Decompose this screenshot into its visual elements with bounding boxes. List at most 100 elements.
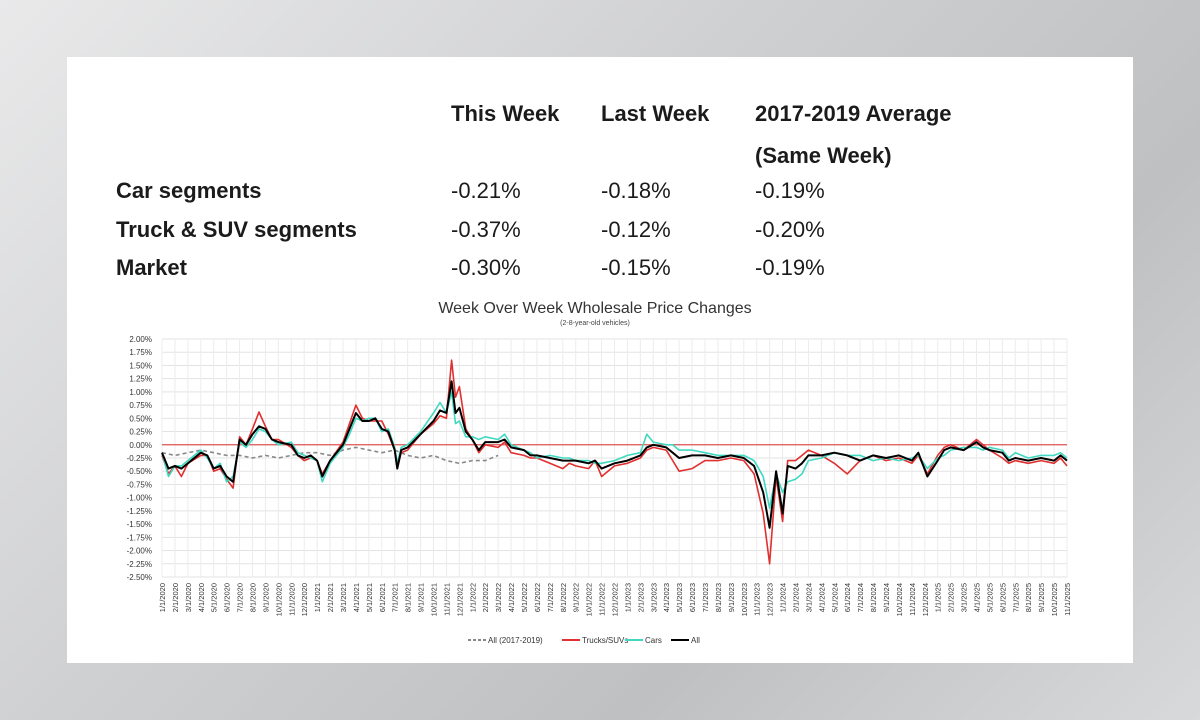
x-tick-label: 3/1/2025	[960, 583, 969, 612]
x-tick-label: 7/1/2023	[701, 583, 710, 612]
y-tick-label: -1.50%	[127, 520, 152, 529]
x-tick-label: 5/1/2021	[365, 583, 374, 612]
market-this-week: -0.30%	[451, 255, 521, 280]
car-last-week: -0.18%	[601, 178, 671, 203]
truck-this-week: -0.37%	[451, 217, 521, 242]
legend-label: Trucks/SUVs	[582, 636, 628, 645]
y-tick-label: -2.00%	[127, 547, 152, 556]
x-tick-label: 7/1/2024	[856, 583, 865, 612]
x-tick-label: 7/1/2021	[391, 583, 400, 612]
x-tick-label: 3/1/2021	[339, 583, 348, 612]
x-tick-label: 2/1/2021	[326, 583, 335, 612]
header-average: 2017-2019 Average	[755, 101, 952, 126]
x-tick-label: 1/1/2025	[934, 583, 943, 612]
market-average: -0.19%	[755, 255, 825, 280]
x-tick-label: 3/1/2023	[649, 583, 658, 612]
x-tick-label: 1/1/2023	[623, 583, 632, 612]
content-card	[67, 57, 1133, 663]
chart-subtitle: (2-8-year-old vehicles)	[560, 320, 630, 327]
y-tick-label: 0.50%	[129, 414, 152, 423]
x-tick-label: 11/1/2021	[442, 583, 451, 616]
x-tick-label: 10/1/2022	[585, 583, 594, 616]
y-tick-label: 0.00%	[129, 441, 152, 450]
x-tick-label: 4/1/2022	[507, 583, 516, 612]
x-tick-label: 4/1/2023	[662, 583, 671, 612]
x-tick-label: 9/1/2024	[882, 583, 891, 612]
legend-label: All	[691, 636, 700, 645]
x-tick-label: 9/1/2020	[261, 583, 270, 612]
x-tick-label: 2/1/2024	[792, 583, 801, 612]
x-tick-label: 12/1/2023	[766, 583, 775, 616]
series-line-trucks-suvs	[161, 359, 1068, 565]
x-tick-label: 4/1/2025	[973, 583, 982, 612]
row-label-truck-suv: Truck & SUV segments	[116, 217, 357, 242]
x-tick-label: 1/1/2020	[158, 583, 167, 612]
x-tick-label: 6/1/2022	[533, 583, 542, 612]
x-tick-label: 8/1/2020	[249, 583, 258, 612]
header-this-week: This Week	[451, 101, 560, 126]
car-average: -0.19%	[755, 178, 825, 203]
x-tick-label: 10/1/2021	[430, 583, 439, 616]
x-tick-label: 5/1/2024	[830, 583, 839, 612]
x-tick-label: 4/1/2021	[352, 583, 361, 612]
x-tick-label: 5/1/2025	[985, 583, 994, 612]
legend-label: Cars	[645, 636, 662, 645]
x-tick-label: 7/1/2020	[236, 583, 245, 612]
x-tick-label: 2/1/2020	[171, 583, 180, 612]
x-tick-label: 4/1/2024	[817, 583, 826, 612]
chart-title: Week Over Week Wholesale Price Changes	[438, 300, 752, 317]
y-tick-label: -0.50%	[127, 467, 152, 476]
x-tick-label: 12/1/2020	[300, 583, 309, 616]
header-last-week: Last Week	[601, 101, 710, 126]
x-tick-label: 4/1/2020	[197, 583, 206, 612]
x-tick-label: 1/1/2021	[313, 583, 322, 612]
x-tick-label: 8/1/2021	[404, 583, 413, 612]
x-tick-label: 12/1/2022	[611, 583, 620, 616]
x-tick-label: 1/1/2024	[779, 583, 788, 612]
y-tick-label: 1.75%	[129, 348, 152, 357]
x-tick-label: 2/1/2025	[947, 583, 956, 612]
row-label-market: Market	[116, 255, 187, 280]
y-tick-label: -1.00%	[127, 494, 152, 503]
x-tick-label: 5/1/2023	[675, 583, 684, 612]
x-tick-label: 8/1/2025	[1024, 583, 1033, 612]
x-tick-label: 11/1/2024	[908, 583, 917, 616]
y-tick-label: -1.75%	[127, 533, 152, 542]
x-tick-label: 10/1/2024	[895, 583, 904, 616]
car-this-week: -0.21%	[451, 178, 521, 203]
x-tick-label: 10/1/2023	[740, 583, 749, 616]
series-line-all	[161, 380, 1068, 529]
x-tick-label: 9/1/2025	[1037, 583, 1046, 612]
x-tick-label: 10/1/2020	[274, 583, 283, 616]
x-tick-label: 9/1/2022	[572, 583, 581, 612]
x-tick-label: 3/1/2020	[184, 583, 193, 612]
y-tick-label: 0.25%	[129, 428, 152, 437]
series-line-all-2017-2019	[161, 446, 499, 465]
y-tick-label: 1.00%	[129, 388, 152, 397]
x-tick-label: 6/1/2024	[843, 583, 852, 612]
x-tick-label: 12/1/2024	[921, 583, 930, 616]
y-tick-label: 0.75%	[129, 401, 152, 410]
y-tick-label: -0.75%	[127, 480, 152, 489]
y-tick-label: -2.50%	[127, 573, 152, 582]
y-tick-label: -0.25%	[127, 454, 152, 463]
x-tick-label: 6/1/2020	[223, 583, 232, 612]
x-tick-label: 7/1/2022	[546, 583, 555, 612]
header-average-note: (Same Week)	[755, 143, 892, 168]
x-tick-label: 11/1/2020	[287, 583, 296, 616]
x-tick-label: 3/1/2024	[804, 583, 813, 612]
market-last-week: -0.15%	[601, 255, 671, 280]
x-tick-label: 11/1/2025	[1063, 583, 1072, 616]
x-tick-label: 6/1/2025	[998, 583, 1007, 612]
y-tick-label: 1.25%	[129, 375, 152, 384]
y-tick-label: 2.00%	[129, 335, 152, 344]
x-tick-label: 8/1/2023	[714, 583, 723, 612]
y-tick-label: 1.50%	[129, 361, 152, 370]
row-label-car: Car segments	[116, 178, 262, 203]
truck-last-week: -0.12%	[601, 217, 671, 242]
x-tick-label: 2/1/2022	[481, 583, 490, 612]
y-tick-label: -2.25%	[127, 560, 152, 569]
x-tick-label: 5/1/2022	[520, 583, 529, 612]
x-tick-label: 10/1/2025	[1050, 583, 1059, 616]
x-tick-label: 9/1/2021	[417, 583, 426, 612]
